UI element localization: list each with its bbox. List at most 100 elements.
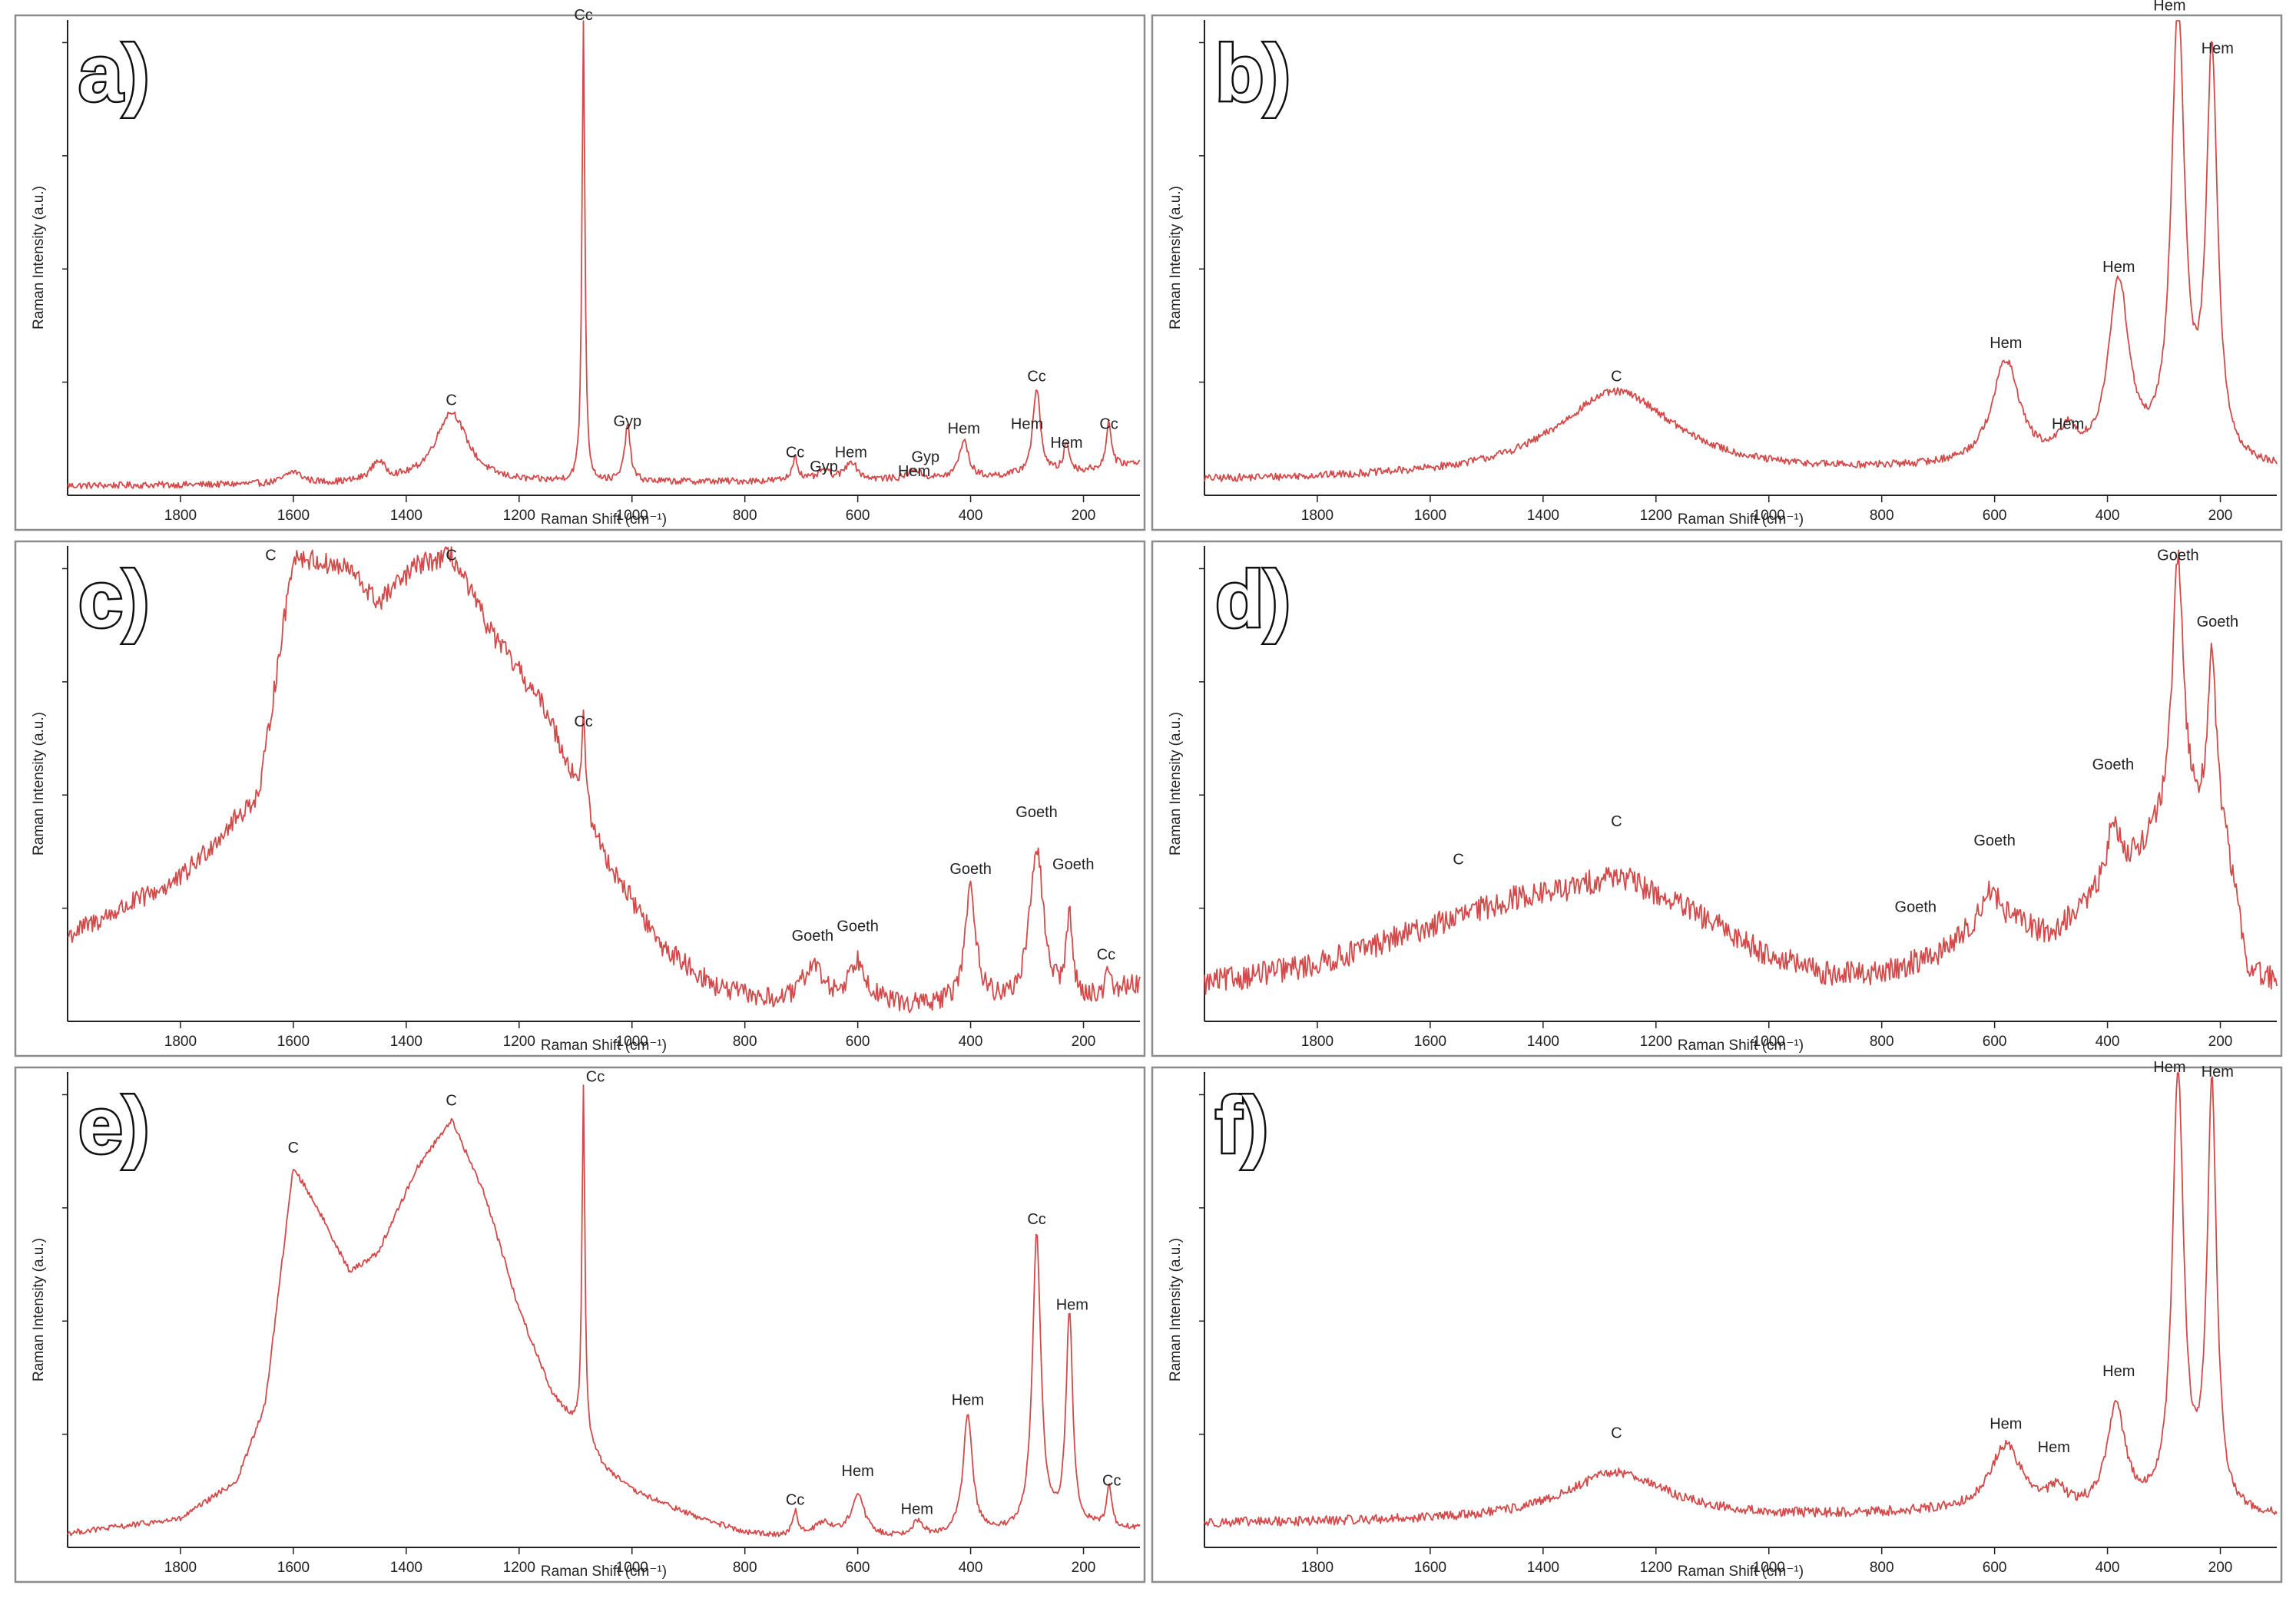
x-tick-label: 1200 (503, 1560, 535, 1576)
y-axis-title: Raman Intensity (a.u.) (31, 712, 47, 855)
x-tick-label: 800 (733, 1560, 757, 1576)
x-axis-title: Raman Shift (cm⁻¹) (1678, 1037, 1804, 1054)
peak-annotation: Hem (2052, 415, 2084, 432)
peak-annotation: Goeth (2092, 756, 2134, 773)
x-tick-label: 200 (1072, 1034, 1096, 1050)
panel-label: b) (1215, 29, 1290, 118)
x-tick-label: 200 (1072, 1560, 1096, 1576)
x-tick-label: 1400 (1527, 1034, 1559, 1050)
peak-annotation: Hem (901, 1501, 933, 1518)
peak-annotation: Hem (1990, 1415, 2022, 1432)
x-tick-label: 600 (1983, 1034, 2007, 1050)
x-axis-title: Raman Shift (cm⁻¹) (1678, 1564, 1804, 1580)
peak-annotation: Cc (586, 1068, 605, 1085)
panel-frame (1151, 540, 2283, 1057)
chart-panel-b: 1800 1600 1400 1200 1000 800 600 400 200 Raman Sh… (1151, 0, 2283, 531)
peak-annotation: Cc (1099, 415, 1118, 432)
x-tick-label: 1600 (277, 1034, 310, 1050)
peak-annotation: Hem (2202, 1064, 2234, 1080)
x-tick-label: 800 (733, 1034, 757, 1050)
peak-annotation: Goeth (949, 861, 991, 878)
x-tick-label: 1000 (616, 1560, 648, 1576)
y-axis-title: Raman Intensity (a.u.) (31, 1238, 47, 1382)
peak-annotation: Hem (2038, 1439, 2070, 1456)
x-tick-label: 1200 (1640, 508, 1672, 524)
peak-annotation: Hem (898, 463, 930, 480)
peak-annotation: Goeth (837, 918, 878, 935)
peak-annotation: Cc (574, 713, 592, 730)
x-tick-label: 800 (733, 508, 757, 524)
peak-annotation: Goeth (2197, 614, 2238, 630)
spectrum-line (67, 1084, 1141, 1537)
peak-annotation: Hem (952, 1392, 984, 1408)
peak-annotation: Cc (786, 1491, 804, 1508)
peak-annotation: C (288, 1140, 299, 1157)
x-tick-label: 1000 (1753, 1560, 1785, 1576)
peak-annotation: Hem (1050, 435, 1082, 452)
x-tick-label: 200 (2208, 1560, 2233, 1576)
x-tick-label: 1400 (390, 1560, 422, 1576)
x-tick-label: 800 (1870, 508, 1894, 524)
x-tick-label: 400 (2096, 1560, 2120, 1576)
x-axis-title: Raman Shift (cm⁻¹) (541, 511, 667, 528)
spectrum-line (1204, 549, 2278, 995)
x-tick-label: 1600 (1414, 1560, 1446, 1576)
panel-label: c) (78, 555, 149, 644)
x-axis-title: Raman Shift (cm⁻¹) (541, 1564, 667, 1580)
peak-annotation: Hem (835, 444, 867, 461)
peak-annotation: Hem (1990, 335, 2022, 352)
panel-frame (14, 1066, 1146, 1583)
panel-label: f) (1215, 1081, 1268, 1170)
x-tick-label: 400 (2096, 1034, 2120, 1050)
peak-annotation: Cc (1102, 1473, 1121, 1490)
peak-annotation: Cc (1027, 1211, 1045, 1228)
x-axis-title: Raman Shift (cm⁻¹) (541, 1037, 667, 1054)
peak-annotation: Hem (842, 1463, 874, 1480)
chart-panel-e: 1800 1600 1400 1200 1000 800 600 400 200 Raman Sh… (14, 1066, 1146, 1583)
x-tick-label: 1200 (503, 508, 535, 524)
peak-annotation: Hem (2102, 1363, 2135, 1380)
peak-annotation: Cc (786, 444, 804, 461)
x-tick-label: 1800 (164, 1034, 197, 1050)
peak-annotation: Goeth (792, 928, 833, 945)
peak-annotation: C (1611, 368, 1622, 385)
peak-annotation: Gyp (810, 458, 838, 475)
x-tick-label: 1600 (277, 508, 310, 524)
peak-annotation: C (265, 548, 276, 564)
x-tick-label: 1200 (1640, 1560, 1672, 1576)
x-tick-label: 200 (1072, 508, 1096, 524)
x-tick-label: 1400 (390, 1034, 422, 1050)
chart-panel-c: 1800 1600 1400 1200 1000 800 600 400 200 Raman Sh… (14, 540, 1146, 1057)
panel-frame (1151, 1066, 2283, 1583)
peak-annotation: Goeth (1973, 832, 2015, 849)
chart-panel-d: 1800 1600 1400 1200 1000 800 600 400 200 Raman Sh… (1151, 540, 2283, 1057)
chart-panel-f: 1800 1600 1400 1200 1000 800 600 400 200 Raman Sh… (1151, 1059, 2283, 1583)
peak-annotation: Hem (1056, 1297, 1088, 1314)
x-tick-label: 400 (2096, 508, 2120, 524)
x-tick-label: 1600 (277, 1560, 310, 1576)
peak-annotation: Hem (2153, 1059, 2185, 1076)
x-tick-label: 200 (2208, 1034, 2233, 1050)
x-tick-label: 1800 (164, 1560, 197, 1576)
y-axis-title: Raman Intensity (a.u.) (1168, 1238, 1184, 1382)
x-tick-label: 600 (846, 1560, 870, 1576)
peak-annotation: C (446, 392, 456, 409)
peak-annotation: Gyp (911, 449, 939, 466)
spectrum-line (1204, 20, 2278, 482)
x-tick-label: 1800 (1301, 508, 1334, 524)
x-tick-label: 1000 (616, 1034, 648, 1050)
x-tick-label: 1800 (164, 508, 197, 524)
x-tick-label: 1400 (1527, 508, 1559, 524)
x-tick-label: 1200 (1640, 1034, 1672, 1050)
x-tick-label: 200 (2208, 508, 2233, 524)
panel-label: d) (1215, 555, 1290, 644)
peak-annotation: Hem (948, 421, 980, 438)
x-tick-label: 400 (959, 1560, 983, 1576)
x-tick-label: 400 (959, 508, 983, 524)
peak-annotation: Cc (1027, 368, 1045, 385)
panel-label: e) (78, 1081, 149, 1170)
peak-annotation: Hem (2102, 259, 2135, 276)
x-tick-label: 600 (846, 1034, 870, 1050)
peak-annotation: Hem (1011, 415, 1043, 432)
